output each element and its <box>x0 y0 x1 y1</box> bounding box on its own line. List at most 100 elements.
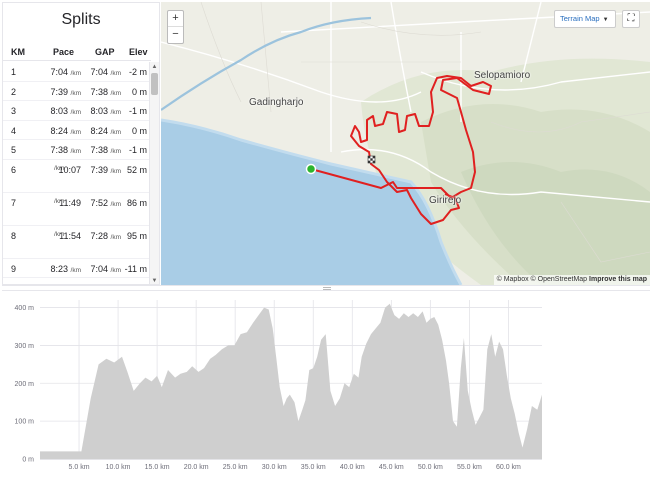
gap-unit: /km <box>110 128 121 136</box>
split-km: 6 <box>11 164 17 175</box>
split-km: 9 <box>11 263 17 274</box>
split-pace: 7:38 /km <box>39 145 81 155</box>
split-gap: 7:39 /km <box>83 165 121 175</box>
split-pace-value: 7:39 <box>50 86 68 97</box>
split-pace-value: 10:07 <box>58 164 81 175</box>
split-row[interactable]: 5 7:38 /km 7:38 /km -1 m <box>3 140 151 160</box>
scroll-up-arrow-icon[interactable]: ▲ <box>151 64 158 70</box>
split-pace: 11:54 <box>39 231 81 241</box>
pace-unit: /km <box>54 164 65 172</box>
split-pace-value: 8:03 <box>50 106 68 116</box>
improve-map-link[interactable]: Improve this map <box>589 276 647 283</box>
split-row[interactable]: 8 11:54 7:28 /km 95 m/km <box>3 226 151 259</box>
gap-unit: /km <box>110 200 121 208</box>
split-row[interactable]: 10 8:35 /km7:33 /km23 m <box>3 278 151 284</box>
start-marker-icon <box>305 163 317 175</box>
split-km: 10 <box>11 283 31 284</box>
split-row[interactable]: 4 8:24 /km 8:24 /km 0 m <box>3 121 151 140</box>
zoom-control: + − <box>167 10 184 44</box>
y-tick-label: 400 m <box>15 305 35 312</box>
split-gap-value: 7:39 <box>90 164 108 175</box>
zoom-in-button[interactable]: + <box>168 11 183 27</box>
pace-unit: /km <box>70 148 81 155</box>
split-km: 7 <box>11 197 17 208</box>
split-pace: 8:23 /km <box>39 264 81 274</box>
split-gap: 8:24 /km <box>83 126 121 136</box>
split-km: 5 <box>11 145 17 155</box>
split-elev: 95 m <box>126 230 147 241</box>
split-pace-value: 8:24 <box>50 125 68 136</box>
split-gap: 7:52 /km <box>83 198 121 208</box>
splits-panel: Splits KM Pace GAP Elev 1 7:04 /km 7:04 /k… <box>2 2 160 285</box>
y-tick-label: 300 m <box>15 343 35 350</box>
split-gap-value: 7:52 <box>90 197 108 208</box>
split-elev: 0 m <box>131 86 147 97</box>
column-header-elev: Elev <box>129 47 148 57</box>
split-pace: 10:07 <box>39 165 81 175</box>
fullscreen-button[interactable]: ⛶ <box>622 10 640 28</box>
split-gap-value: 7:04 <box>90 263 108 274</box>
x-tick-label: 50.0 km <box>418 464 443 471</box>
pace-unit: /km <box>54 197 65 205</box>
split-elev: -1 m <box>129 106 147 116</box>
y-tick-label: 0 m <box>22 457 34 464</box>
split-gap: 7:04 /km <box>83 67 121 77</box>
elevation-chart[interactable]: 5.0 km 10.0 km 15.0 km 20.0 km 25.0 km 30.0 k… <box>2 292 650 477</box>
split-pace-value: 8:35 <box>50 283 68 284</box>
gap-unit: /km <box>110 266 121 274</box>
split-gap: 7:38 /km <box>83 87 121 97</box>
split-elev: 52 m <box>126 164 147 175</box>
split-elev: -1 m <box>129 145 147 155</box>
split-row[interactable]: 2 7:39 /km 7:38 /km 0 m <box>3 82 151 101</box>
map-canvas[interactable] <box>161 2 650 285</box>
finish-checkered-icon <box>367 155 376 164</box>
split-elev: 0 m <box>131 125 147 136</box>
split-row[interactable]: 1 7:04 /km 7:04 /km -2 m <box>3 62 151 82</box>
split-gap-value: 7:38 <box>90 86 108 97</box>
split-row[interactable]: 7 11:49 7:52 /km 86 m/km <box>3 193 151 226</box>
map-style-dropdown[interactable]: Terrain Map ▼ <box>554 10 616 28</box>
pace-unit: /km <box>70 109 81 116</box>
split-pace-value: 8:23 <box>50 263 68 274</box>
gap-unit: /km <box>110 167 121 175</box>
split-km: 2 <box>11 86 17 97</box>
split-gap: 7:33 /km <box>83 283 121 284</box>
split-row[interactable]: 3 8:03 /km 8:03 /km -1 m <box>3 101 151 121</box>
x-tick-label: 30.0 km <box>262 464 287 471</box>
zoom-out-button[interactable]: − <box>172 28 179 40</box>
x-tick-label: 45.0 km <box>379 464 404 471</box>
x-tick-label: 15.0 km <box>145 464 170 471</box>
split-gap: 7:28 /km <box>83 231 121 241</box>
route-map[interactable]: Gadingharjo Selopamioro Girirejo + − Ter… <box>161 2 650 285</box>
y-tick-label: 200 m <box>15 381 35 388</box>
split-row[interactable]: 6 10:07 7:39 /km 52 m/km <box>3 160 151 193</box>
split-km: 4 <box>11 125 17 136</box>
split-row[interactable]: 9 8:23 /km 7:04 /km -11 m <box>3 259 151 278</box>
split-pace-value: 7:04 <box>50 67 68 77</box>
elevation-profile-area[interactable] <box>40 303 542 459</box>
split-km: 3 <box>11 106 17 116</box>
x-tick-label: 5.0 km <box>69 464 90 471</box>
attribution-text[interactable]: © Mapbox © OpenStreetMap <box>496 276 588 283</box>
x-tick-label: 35.0 km <box>301 464 326 471</box>
split-elev: -11 m <box>124 263 147 274</box>
x-tick-label: 25.0 km <box>223 464 248 471</box>
scrollbar-thumb[interactable] <box>151 73 158 95</box>
splits-scrollbar[interactable]: ▲ ▼ <box>149 62 159 284</box>
panel-resize-divider[interactable] <box>2 285 650 291</box>
splits-table-body[interactable]: 1 7:04 /km 7:04 /km -2 m 2 7:39 /km 7:38 /km 0 … <box>3 62 151 284</box>
gap-unit: /km <box>110 70 121 77</box>
elevation-chart-svg[interactable]: 5.0 km 10.0 km 15.0 km 20.0 km 25.0 km 30.0 k… <box>2 292 650 477</box>
scroll-down-arrow-icon[interactable]: ▼ <box>151 278 158 284</box>
split-pace: 8:03 /km <box>39 106 81 116</box>
gap-unit: /km <box>110 109 121 116</box>
column-header-km: KM <box>11 47 25 57</box>
map-label-selopamioro: Selopamioro <box>474 70 531 81</box>
map-label-girijarjo: Girirejo <box>429 195 462 206</box>
split-pace-value: 11:49 <box>59 197 81 208</box>
map-label-gadingharjo: Gadingharjo <box>249 97 304 108</box>
drag-handle-icon[interactable] <box>323 287 331 290</box>
split-gap-value: 7:04 <box>90 67 108 77</box>
y-tick-label: 100 m <box>15 419 35 426</box>
x-tick-label: 60.0 km <box>496 464 521 471</box>
